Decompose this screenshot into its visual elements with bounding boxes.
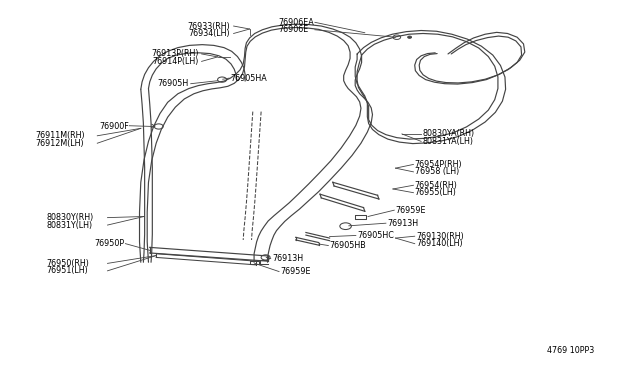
Text: 76905HC: 76905HC <box>357 231 394 240</box>
Text: 76955(LH): 76955(LH) <box>415 188 456 197</box>
Text: 76912M(LH): 76912M(LH) <box>35 139 84 148</box>
Text: 76954P(RH): 76954P(RH) <box>415 160 462 169</box>
Text: 76934(LH): 76934(LH) <box>189 29 230 38</box>
Text: 76950P: 76950P <box>95 239 125 248</box>
Text: 76959E: 76959E <box>280 267 311 276</box>
Text: 76906E: 76906E <box>278 25 308 34</box>
Text: 76958 (LH): 76958 (LH) <box>415 167 459 176</box>
Text: 76951(LH): 76951(LH) <box>46 266 88 275</box>
Text: 76913H: 76913H <box>272 254 303 263</box>
Text: 76933(RH): 76933(RH) <box>188 22 230 31</box>
Text: 80830Y(RH): 80830Y(RH) <box>46 213 93 222</box>
Text: 80831YA(LH): 80831YA(LH) <box>422 137 474 146</box>
Text: 76906EA: 76906EA <box>278 18 314 27</box>
Text: 76905HB: 76905HB <box>330 241 366 250</box>
Text: 76954(RH): 76954(RH) <box>415 181 458 190</box>
Text: 4769 10PP3: 4769 10PP3 <box>547 346 595 355</box>
Text: 76913H: 76913H <box>387 219 419 228</box>
Text: 769130(RH): 769130(RH) <box>416 232 464 241</box>
Text: 76913P(RH): 76913P(RH) <box>151 49 198 58</box>
Text: 769140(LH): 769140(LH) <box>416 239 463 248</box>
Text: 76914P(LH): 76914P(LH) <box>152 57 198 66</box>
Text: 80831Y(LH): 80831Y(LH) <box>46 221 92 230</box>
Text: 76905H: 76905H <box>157 79 189 88</box>
Text: 76905HA: 76905HA <box>230 74 267 83</box>
Text: 76950(RH): 76950(RH) <box>46 259 89 268</box>
Text: 76959E: 76959E <box>396 206 426 215</box>
Circle shape <box>408 36 412 38</box>
Text: 76900F: 76900F <box>99 122 129 131</box>
Text: 80830YA(RH): 80830YA(RH) <box>422 129 474 138</box>
Text: 76911M(RH): 76911M(RH) <box>35 131 85 140</box>
